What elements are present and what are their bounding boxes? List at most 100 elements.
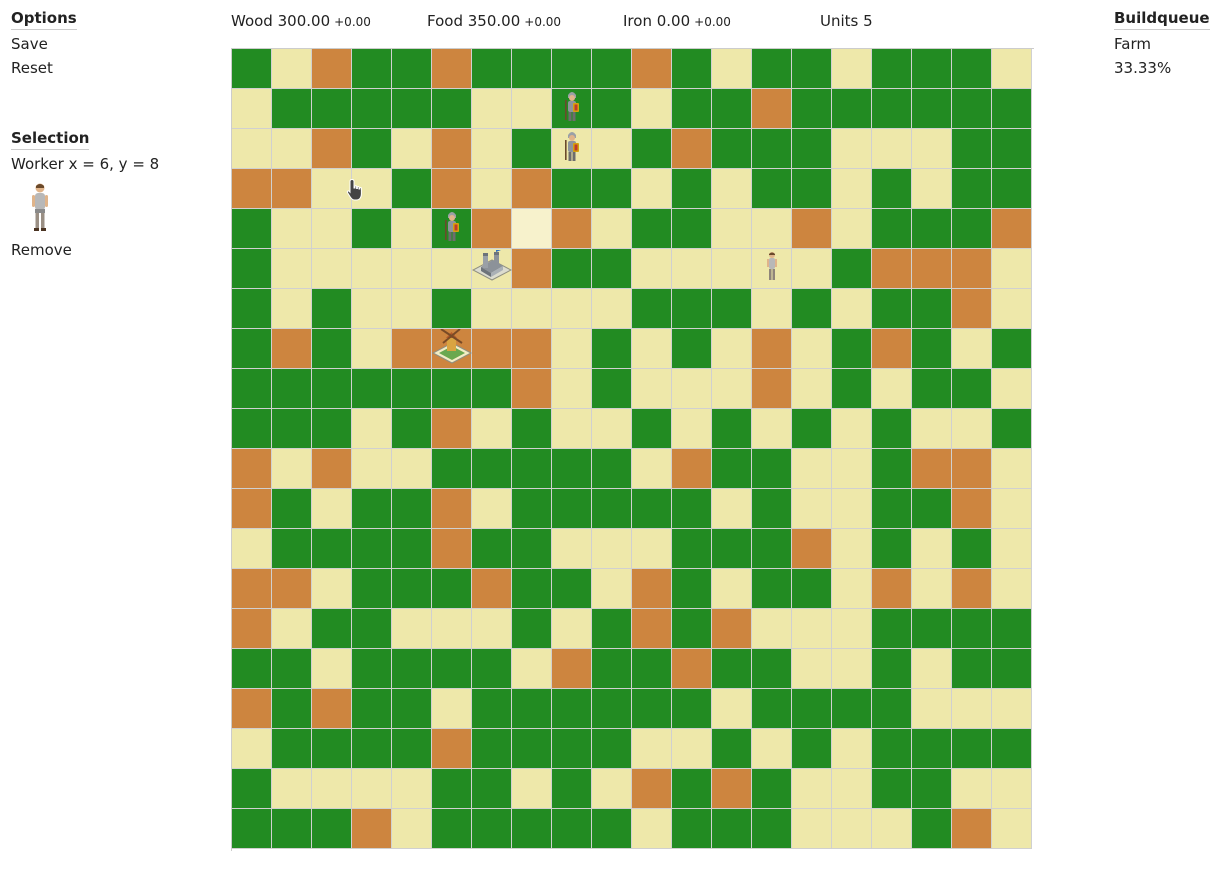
game-map[interactable] bbox=[231, 48, 1034, 851]
map-tile-sand[interactable] bbox=[712, 489, 752, 529]
map-tile-grass[interactable] bbox=[952, 729, 992, 769]
map-tile-grass[interactable] bbox=[592, 489, 632, 529]
map-tile-grass[interactable] bbox=[272, 729, 312, 769]
map-tile-sand[interactable] bbox=[792, 609, 832, 649]
map-tile-sand[interactable] bbox=[952, 769, 992, 809]
map-tile-sand[interactable] bbox=[832, 649, 872, 689]
map-tile-sand[interactable] bbox=[272, 289, 312, 329]
map-tile-iron[interactable] bbox=[952, 449, 992, 489]
map-tile-sand[interactable] bbox=[472, 409, 512, 449]
map-tile-sand[interactable] bbox=[672, 729, 712, 769]
map-tile-grass[interactable] bbox=[672, 89, 712, 129]
map-tile-iron[interactable] bbox=[552, 209, 592, 249]
map-tile-grass[interactable] bbox=[792, 569, 832, 609]
map-tile-grass[interactable] bbox=[432, 289, 472, 329]
map-tile-iron[interactable] bbox=[952, 809, 992, 849]
map-tile-sand[interactable] bbox=[272, 209, 312, 249]
map-tile-sand[interactable] bbox=[912, 689, 952, 729]
map-tile-iron[interactable] bbox=[912, 249, 952, 289]
map-tile-grass[interactable] bbox=[672, 809, 712, 849]
map-tile-iron[interactable] bbox=[992, 209, 1032, 249]
map-tile-sand[interactable] bbox=[592, 569, 632, 609]
map-tile-grass[interactable] bbox=[792, 689, 832, 729]
map-tile-grass[interactable] bbox=[952, 369, 992, 409]
map-tile-grass[interactable] bbox=[752, 769, 792, 809]
map-tile-sand[interactable] bbox=[832, 769, 872, 809]
map-tile-grass[interactable] bbox=[592, 809, 632, 849]
map-tile-iron[interactable] bbox=[432, 49, 472, 89]
map-tile-grass[interactable] bbox=[392, 169, 432, 209]
map-tile-iron[interactable] bbox=[752, 369, 792, 409]
map-tile-sand[interactable] bbox=[272, 449, 312, 489]
map-tile-grass[interactable] bbox=[872, 209, 912, 249]
map-tile-sand[interactable] bbox=[432, 249, 472, 289]
map-tile-grass[interactable] bbox=[752, 449, 792, 489]
map-tile-grass[interactable] bbox=[672, 689, 712, 729]
map-tile-grass[interactable] bbox=[792, 89, 832, 129]
map-tile-sand[interactable] bbox=[752, 209, 792, 249]
map-tile-sand[interactable] bbox=[992, 769, 1032, 809]
map-tile-iron[interactable] bbox=[472, 209, 512, 249]
map-tile-iron[interactable] bbox=[792, 209, 832, 249]
map-tile-sand[interactable] bbox=[792, 249, 832, 289]
map-tile-iron[interactable] bbox=[632, 609, 672, 649]
map-tile-grass[interactable] bbox=[672, 49, 712, 89]
map-tile-iron[interactable] bbox=[352, 809, 392, 849]
map-tile-grass[interactable] bbox=[872, 529, 912, 569]
map-tile-grass[interactable] bbox=[352, 49, 392, 89]
map-tile-sand[interactable] bbox=[792, 369, 832, 409]
map-tile-grass[interactable] bbox=[472, 449, 512, 489]
map-tile-grass[interactable] bbox=[312, 89, 352, 129]
map-tile-sand[interactable] bbox=[352, 769, 392, 809]
map-tile-grass[interactable] bbox=[432, 769, 472, 809]
map-tile-grass[interactable] bbox=[232, 49, 272, 89]
map-tile-grass[interactable] bbox=[352, 569, 392, 609]
map-tile-sand[interactable] bbox=[792, 329, 832, 369]
map-tile-grass[interactable] bbox=[912, 729, 952, 769]
map-tile-sand[interactable] bbox=[712, 329, 752, 369]
map-tile-grass[interactable] bbox=[792, 729, 832, 769]
map-tile-grass[interactable] bbox=[552, 489, 592, 529]
map-tile-sand[interactable] bbox=[552, 409, 592, 449]
map-tile-iron[interactable] bbox=[792, 529, 832, 569]
map-tile-iron[interactable] bbox=[872, 329, 912, 369]
map-tile-grass[interactable] bbox=[272, 809, 312, 849]
map-tile-highlighted-sand[interactable] bbox=[512, 209, 552, 249]
map-tile-sand[interactable] bbox=[672, 409, 712, 449]
map-tile-grass[interactable] bbox=[712, 649, 752, 689]
map-tile-grass[interactable] bbox=[512, 609, 552, 649]
map-tile-grass[interactable] bbox=[872, 489, 912, 529]
map-tile-iron[interactable] bbox=[312, 49, 352, 89]
map-tile-iron[interactable] bbox=[432, 169, 472, 209]
map-tile-grass[interactable] bbox=[872, 49, 912, 89]
map-tile-iron[interactable] bbox=[632, 769, 672, 809]
map-tile-grass[interactable] bbox=[672, 169, 712, 209]
map-tile-grass[interactable] bbox=[752, 809, 792, 849]
map-tile-grass[interactable] bbox=[512, 569, 552, 609]
map-tile-grass[interactable] bbox=[352, 609, 392, 649]
map-tile-sand[interactable] bbox=[312, 249, 352, 289]
map-tile-grass[interactable] bbox=[272, 89, 312, 129]
map-tile-sand[interactable] bbox=[392, 129, 432, 169]
map-tile-grass[interactable] bbox=[792, 289, 832, 329]
map-tile-sand[interactable] bbox=[592, 409, 632, 449]
map-tile-grass[interactable] bbox=[952, 649, 992, 689]
map-tile-grass[interactable] bbox=[832, 249, 872, 289]
map-tile-iron[interactable] bbox=[512, 369, 552, 409]
map-tile-grass[interactable] bbox=[912, 49, 952, 89]
map-tile-sand[interactable] bbox=[352, 449, 392, 489]
map-tile-sand[interactable] bbox=[232, 129, 272, 169]
map-tile-grass[interactable] bbox=[712, 409, 752, 449]
map-tile-grass[interactable] bbox=[272, 529, 312, 569]
map-tile-iron[interactable] bbox=[232, 609, 272, 649]
map-tile-grass[interactable] bbox=[632, 689, 672, 729]
map-tile-grass[interactable] bbox=[752, 569, 792, 609]
map-tile-iron[interactable] bbox=[632, 49, 672, 89]
map-tile-sand[interactable] bbox=[392, 449, 432, 489]
reset-button[interactable]: Reset bbox=[11, 59, 53, 77]
map-tile-iron[interactable] bbox=[312, 449, 352, 489]
map-tile-sand[interactable] bbox=[872, 129, 912, 169]
map-tile-grass[interactable] bbox=[992, 89, 1032, 129]
map-tile-iron[interactable] bbox=[552, 649, 592, 689]
map-tile-sand[interactable] bbox=[471, 247, 512, 289]
